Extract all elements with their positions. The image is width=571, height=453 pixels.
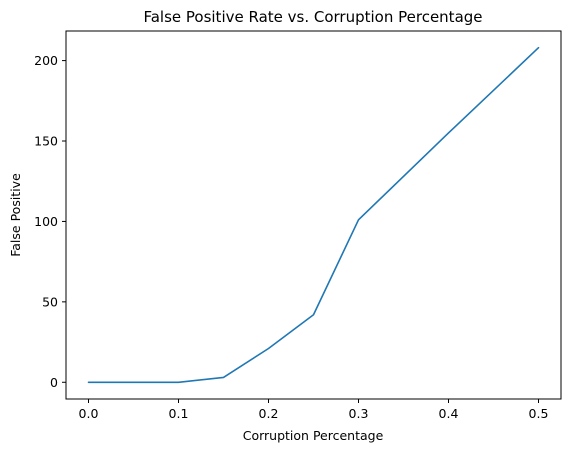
series-line: [87, 46, 540, 384]
x-tick-label: 0.2: [259, 406, 279, 421]
plot-area: [65, 30, 562, 400]
y-axis-label: False Positive: [8, 173, 23, 257]
x-tick-label: 0.0: [79, 406, 99, 421]
y-tick-label: 200: [34, 53, 58, 68]
x-axis-label: Corruption Percentage: [243, 428, 384, 443]
x-tick-label: 0.4: [439, 406, 459, 421]
x-axis: 0.0 0.1 0.2 0.3 0.4 0.5: [79, 399, 549, 421]
x-tick-label: 0.5: [529, 406, 549, 421]
chart-title: False Positive Rate vs. Corruption Perce…: [143, 8, 482, 26]
y-tick-label: 50: [42, 294, 58, 309]
x-tick-label: 0.1: [169, 406, 189, 421]
series-layer: [87, 46, 540, 384]
y-tick-label: 100: [34, 214, 58, 229]
y-tick-label: 0: [50, 375, 58, 390]
y-axis: 0 50 100 150 200: [34, 53, 66, 390]
x-tick-label: 0.3: [349, 406, 369, 421]
axes-frame: [65, 30, 562, 400]
y-tick-label: 150: [34, 134, 58, 149]
